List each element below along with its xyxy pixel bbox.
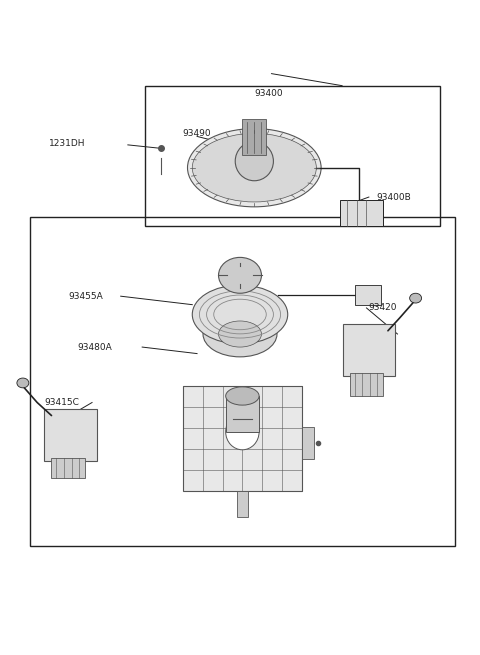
Bar: [302, 426, 314, 459]
Text: 93415C: 93415C: [44, 398, 79, 407]
Ellipse shape: [226, 387, 259, 405]
Bar: [242, 119, 266, 155]
Ellipse shape: [218, 321, 262, 347]
Ellipse shape: [188, 128, 321, 207]
Ellipse shape: [17, 378, 29, 388]
Text: 93420: 93420: [369, 303, 397, 312]
Bar: [144, 86, 441, 227]
Bar: [30, 217, 455, 546]
Ellipse shape: [226, 414, 259, 450]
Ellipse shape: [192, 134, 316, 202]
Text: 93400: 93400: [254, 89, 283, 98]
Bar: [355, 285, 381, 305]
FancyBboxPatch shape: [44, 409, 97, 461]
Text: 93400B: 93400B: [376, 193, 411, 202]
FancyBboxPatch shape: [343, 324, 395, 377]
Ellipse shape: [409, 293, 421, 303]
Bar: [237, 491, 248, 517]
Text: 93455A: 93455A: [68, 291, 103, 301]
Ellipse shape: [235, 141, 274, 181]
Text: 1231DH: 1231DH: [49, 139, 85, 148]
Bar: [51, 458, 85, 477]
Ellipse shape: [192, 285, 288, 344]
FancyBboxPatch shape: [183, 386, 302, 491]
Text: 93490: 93490: [183, 128, 211, 138]
Ellipse shape: [218, 257, 262, 293]
Text: 93480A: 93480A: [78, 343, 112, 352]
Bar: [350, 373, 383, 396]
FancyBboxPatch shape: [226, 396, 259, 432]
Bar: [340, 200, 383, 227]
Ellipse shape: [203, 311, 277, 357]
